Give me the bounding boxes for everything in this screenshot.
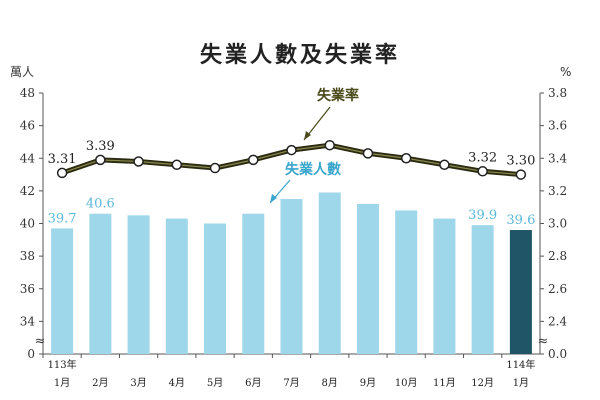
bar-data-label: 39.7 — [48, 211, 77, 226]
bar — [509, 230, 532, 354]
bar — [471, 225, 494, 354]
x-tick-label: 4月 — [169, 377, 185, 389]
x-tick-label: 5月 — [207, 377, 223, 389]
x-tick-label: 1月 — [513, 377, 529, 389]
right-axis-unit: % — [560, 65, 571, 79]
rate-point — [171, 159, 183, 171]
x-tick-year: 113年 — [48, 358, 77, 371]
rate-point — [56, 167, 68, 179]
bars — [51, 192, 532, 354]
x-tick-label: 10月 — [395, 377, 418, 389]
right-tick-label: 3.0 — [548, 217, 567, 231]
bar — [318, 192, 341, 354]
right-tick-label: 0.0 — [548, 347, 567, 361]
x-tick-label: 7月 — [283, 377, 299, 389]
rate-line — [56, 139, 527, 180]
left-tick-label: 44 — [20, 151, 36, 165]
rate-series-label: 失業率 — [317, 87, 359, 104]
left-tick-label: 42 — [20, 184, 35, 198]
rate-point — [324, 139, 335, 151]
bar — [395, 210, 418, 354]
bar — [356, 203, 379, 354]
bar-data-label: 40.6 — [86, 197, 115, 212]
x-tick-label: 1月 — [54, 377, 70, 389]
x-tick-label: 2月 — [92, 377, 108, 389]
x-tick-label: 6月 — [245, 377, 261, 389]
bar-data-label: 39.6 — [506, 213, 535, 228]
bar — [204, 223, 227, 354]
rate-point — [362, 148, 374, 159]
rate-data-label: 3.31 — [48, 152, 77, 167]
bar — [165, 218, 188, 354]
chart-title: 失業人數及失業率 — [200, 42, 400, 68]
rate-point — [95, 154, 106, 166]
right-axis-break: ≈ — [538, 334, 549, 349]
bar — [242, 213, 265, 354]
rate-point — [515, 169, 527, 180]
bar-series-label: 失業人數 — [285, 161, 341, 178]
rate-point — [133, 156, 144, 167]
right-tick-label: 3.2 — [548, 184, 567, 198]
left-tick-label: 36 — [20, 282, 35, 296]
right-tick-label: 2.8 — [548, 249, 567, 263]
bar-arrowhead — [270, 194, 277, 203]
x-tick-label: 12月 — [471, 377, 494, 389]
x-tick-label: 3月 — [130, 377, 146, 389]
rate-point — [400, 153, 412, 164]
x-tick-label: 9月 — [360, 377, 376, 389]
bar — [127, 215, 150, 354]
left-tick-label: 34 — [20, 314, 36, 328]
left-tick-label: 40 — [20, 217, 35, 231]
rate-data-label: 3.39 — [86, 139, 115, 154]
right-tick-label: 3.4 — [548, 151, 567, 165]
left-axis-break: ≈ — [35, 334, 46, 349]
right-tick-label: 3.6 — [548, 119, 567, 133]
left-axis-unit: 萬人 — [10, 65, 34, 79]
rate-point — [477, 166, 488, 177]
bar — [280, 199, 303, 354]
rate-point — [248, 154, 259, 166]
bar — [89, 213, 112, 354]
rate-point — [209, 162, 221, 174]
right-tick-label: 2.6 — [548, 282, 567, 296]
rate-point — [286, 144, 297, 156]
data-labels: 39.7 40.6 39.9 39.6 3.31 3.39 3.32 3.30 — [48, 139, 536, 228]
bar-data-label: 39.9 — [468, 208, 497, 223]
right-tick-label: 3.8 — [548, 86, 567, 100]
rate-data-label: 3.32 — [468, 150, 497, 165]
axes: 0 0.0 34 2.4 36 2.6 38 2.8 40 3.0 42 3.2 44 3.4 46 3.6 4… — [20, 86, 568, 389]
bar — [433, 218, 456, 354]
rate-arrowhead — [304, 131, 311, 140]
x-tick-label: 11月 — [433, 377, 456, 389]
left-tick-label: 46 — [20, 119, 35, 133]
x-tick-label: 8月 — [322, 377, 338, 389]
bar — [51, 228, 74, 354]
x-tick-year: 114年 — [506, 358, 535, 371]
rate-point — [439, 159, 450, 171]
left-tick-label: 38 — [20, 249, 35, 263]
left-tick-label: 0 — [27, 347, 35, 361]
right-tick-label: 2.4 — [548, 314, 567, 328]
left-tick-label: 48 — [20, 86, 35, 100]
rate-data-label: 3.30 — [506, 154, 535, 169]
